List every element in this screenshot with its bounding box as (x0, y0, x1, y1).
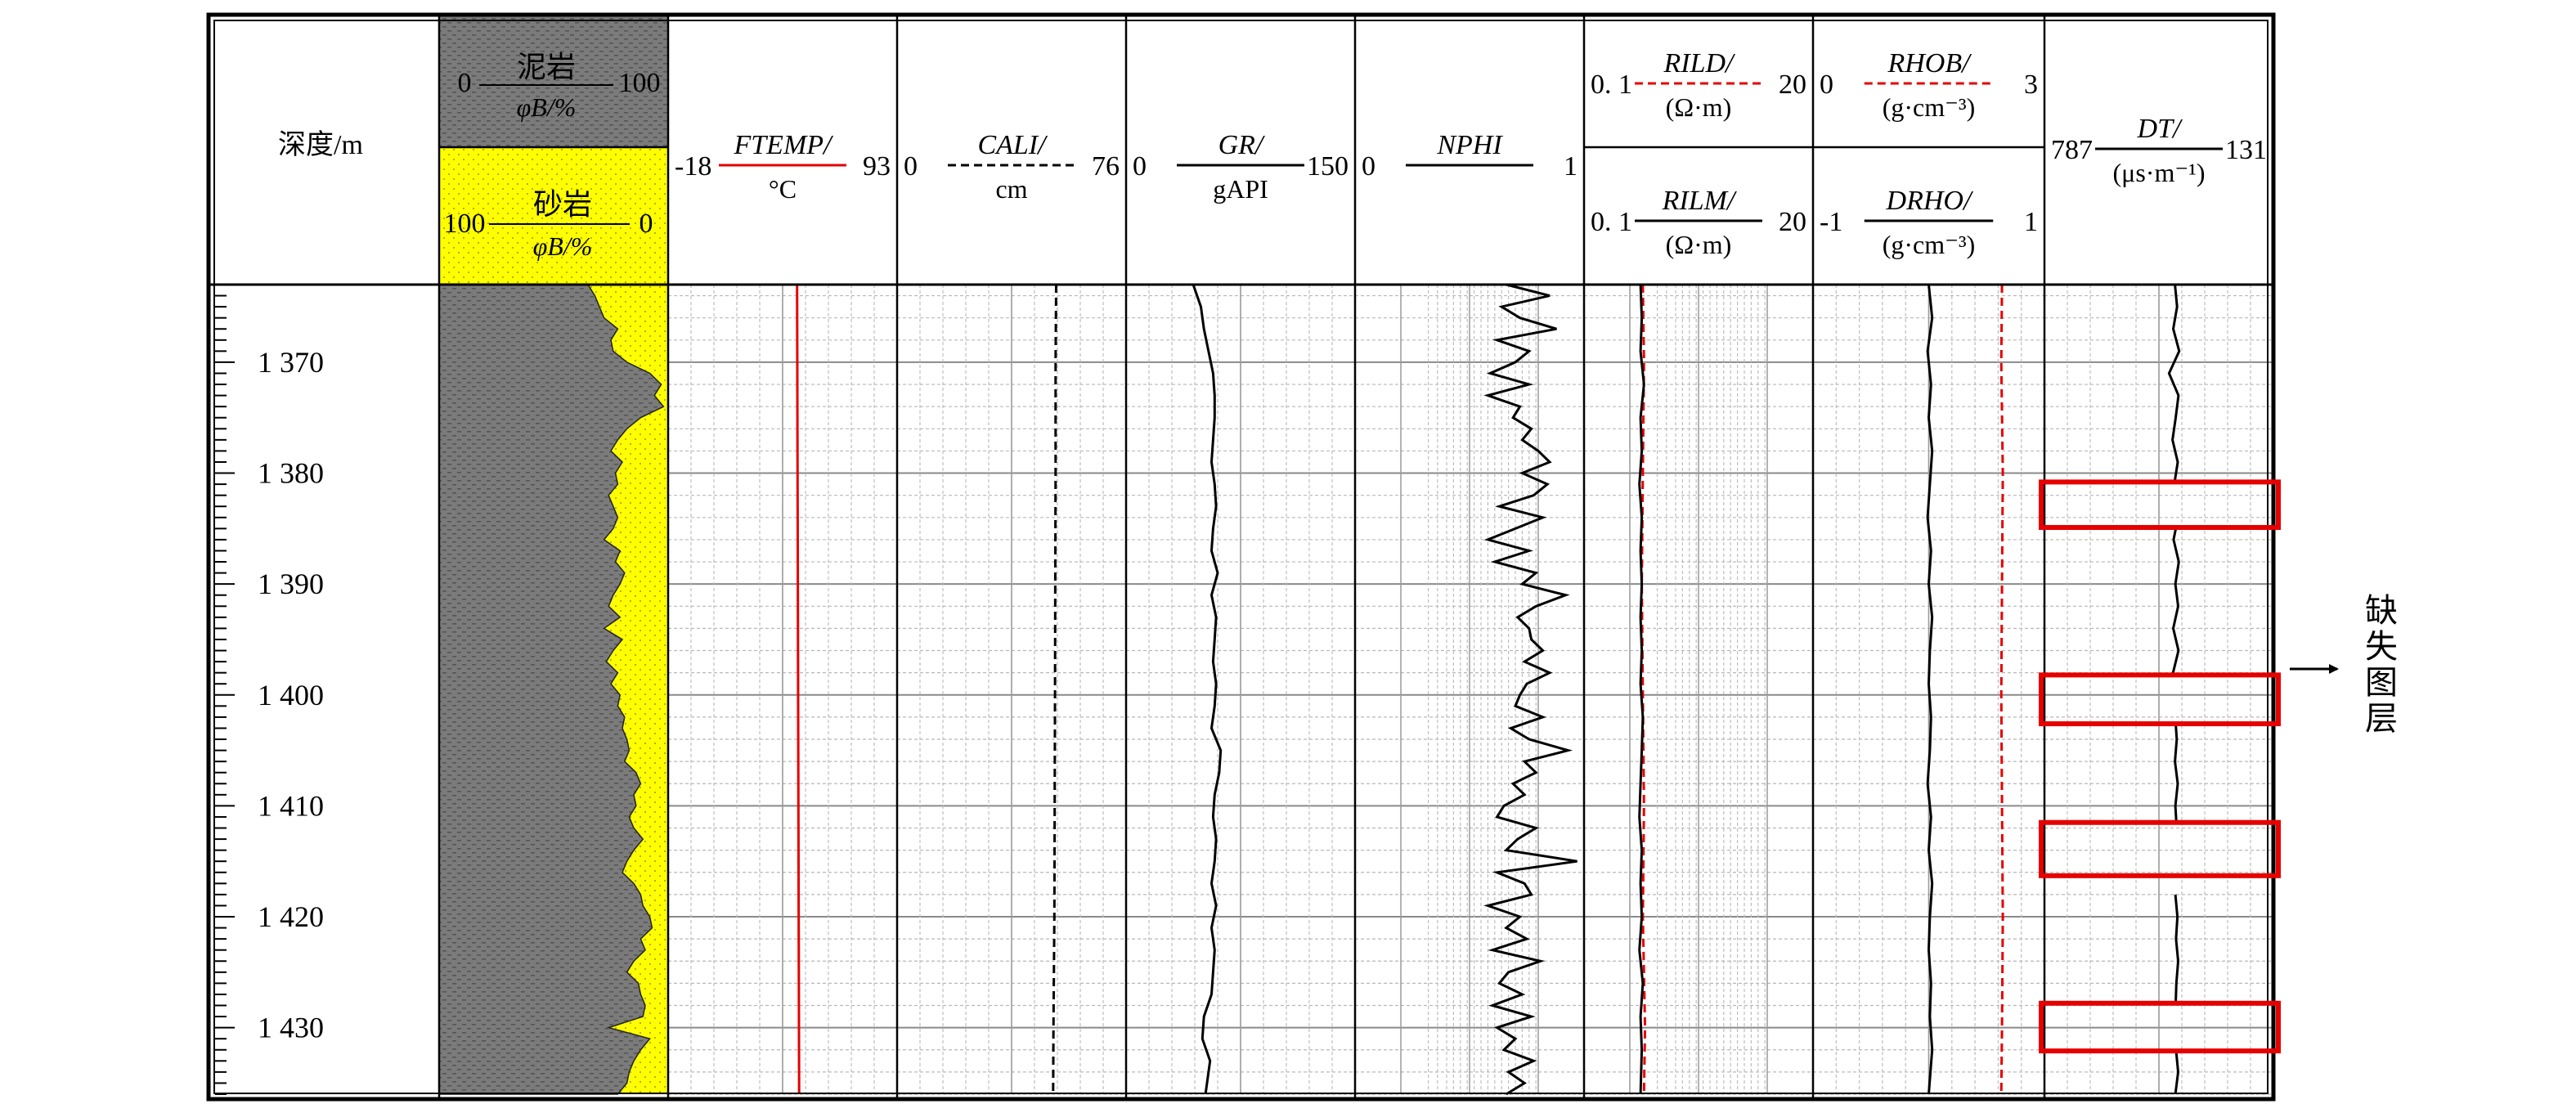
dt-curve (2167, 284, 2181, 482)
missing-interval-box (2039, 672, 2281, 727)
track-unit: gAPI (1213, 174, 1268, 204)
track-name: CALI/ (977, 130, 1048, 160)
dt-curve (2174, 723, 2179, 823)
track-unit: (g·cm⁻³) (1883, 230, 1976, 259)
header-layer: 深度/m 0 泥岩 φB/% 100 100 砂岩 φB/% 0 (278, 51, 660, 261)
track-max-label: 1 (2024, 207, 2038, 237)
depth-tick-label: 1 370 (258, 346, 324, 379)
track-min-label: 0 (1820, 70, 1833, 100)
track-unit: (Ω·m) (1666, 92, 1732, 122)
track-name: DT/ (2137, 114, 2183, 144)
track-unit: (g·cm⁻³) (1883, 92, 1976, 122)
sandstone-name: 砂岩 (533, 188, 592, 221)
track-max-label: 131 (2225, 135, 2267, 165)
annotation-layer: 缺失图层 (2290, 592, 2398, 737)
depth-tick-label: 1 390 (258, 568, 324, 600)
track-name: GR/ (1218, 130, 1266, 160)
inner-frame (213, 20, 2269, 1094)
grid-layer (439, 15, 2273, 1095)
track-max-label: 93 (863, 151, 891, 182)
mudstone-name: 泥岩 (517, 51, 576, 83)
data-layer (438, 283, 2181, 1096)
track-max-label: 20 (1779, 207, 1806, 237)
track-header-cali: 0 76 CALI/cm (904, 130, 1120, 204)
depth-tick-label: 1 420 (258, 900, 324, 933)
dt-curve (2174, 894, 2180, 1003)
sandstone-min-label: 100 (444, 209, 486, 239)
track-max-label: 20 (1779, 70, 1806, 100)
track-name: RILD/ (1663, 48, 1737, 79)
ftemp-curve (796, 284, 801, 1095)
track-min-label: -1 (1820, 207, 1842, 237)
missing-interval-box (2039, 1000, 2281, 1054)
mudstone-max-label: 100 (619, 68, 661, 98)
track-min-label: -18 (675, 151, 711, 182)
dt-curve (2174, 1049, 2180, 1095)
drho-curve (1926, 284, 1934, 1095)
depth-label: 深度/m (278, 129, 363, 160)
track-headers: -18 93 FTEMP/ °C 0 76 CALI/cm 0 150 GR/gAPI 0 1 NPHI… (675, 48, 2267, 259)
track-name: DRHO/ (1886, 186, 1974, 216)
rild-curve (1640, 284, 1647, 1095)
track-name: RILM/ (1662, 186, 1738, 216)
track-header-drho: -1 1 DRHO/ (g·cm⁻³) (1820, 186, 2038, 259)
sandstone-max-label: 0 (640, 209, 653, 239)
track-unit: cm (995, 174, 1027, 204)
track-max-label: 150 (1307, 151, 1349, 182)
rilm-curve (1638, 284, 1645, 1095)
track-name: NPHI (1436, 130, 1503, 160)
track-header-rilm: 0. 1 20 RILM/ (Ω·m) (1591, 186, 1806, 259)
track-name: RHOB/ (1887, 48, 1972, 79)
track-min-label: 0. 1 (1591, 70, 1632, 100)
track-header-gr: 0 150 GR/gAPI (1133, 130, 1349, 204)
rhob-curve (1999, 284, 2004, 1095)
track-header-dt: 787 131 DT/ (μs·m⁻¹) (2051, 114, 2267, 187)
depth-ticks: 1 370 1 380 1 390 1 400 1 410 1 420 1 430 (215, 294, 324, 1095)
track-max-label: 1 (1564, 151, 1577, 182)
missing-layer-label: 缺失图层 (2365, 592, 2398, 737)
missing-interval-box (2039, 479, 2281, 531)
missing-interval-box (2039, 819, 2281, 878)
nphi-curve (1483, 283, 1577, 1096)
mudstone-fill (438, 284, 665, 1095)
mudstone-unit: φB/% (517, 92, 577, 122)
depth-tick-label: 1 380 (258, 457, 324, 490)
mudstone-header-swatch (439, 15, 668, 147)
depth-tick-label: 1 400 (258, 679, 324, 711)
track-min-label: 0 (904, 151, 918, 182)
track-unit: (μs·m⁻¹) (2113, 158, 2206, 187)
outer-frame (206, 12, 2276, 1102)
track-header-ftemp: -18 93 FTEMP/ °C (675, 130, 891, 204)
track-min-label: 0 (1362, 151, 1376, 182)
track-header-rild: 0. 1 20 RILD/ (Ω·m) (1591, 48, 1806, 122)
track-max-label: 76 (1092, 151, 1120, 182)
cali-curve (1052, 284, 1057, 1095)
frame-layer (206, 12, 2281, 1102)
track-name: FTEMP/ (734, 130, 835, 160)
track-min-label: 0 (1133, 151, 1147, 182)
track-header-nphi: 0 1 NPHI (1362, 130, 1577, 182)
gr-curve (1192, 284, 1223, 1095)
dt-curve (2171, 527, 2180, 675)
sandstone-unit: φB/% (533, 231, 593, 261)
mudstone-min-label: 0 (458, 68, 472, 98)
track-unit: °C (769, 174, 797, 204)
track-min-label: 787 (2051, 135, 2093, 165)
depth-tick-label: 1 430 (258, 1012, 324, 1044)
sandstone-header-swatch (439, 147, 668, 285)
track-unit: (Ω·m) (1666, 230, 1732, 259)
track-min-label: 0. 1 (1591, 207, 1632, 237)
track-max-label: 3 (2024, 70, 2038, 100)
depth-tick-label: 1 410 (258, 789, 324, 822)
track-header-rhob: 0 3 RHOB/ (g·cm⁻³) (1820, 48, 2038, 122)
